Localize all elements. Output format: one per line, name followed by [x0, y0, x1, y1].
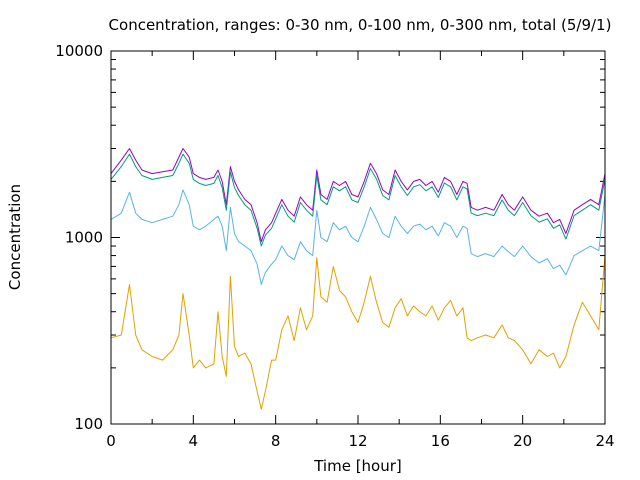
x-tick-label: 12: [348, 432, 367, 450]
x-axis-label: Time [hour]: [313, 457, 402, 475]
axis-ticks: 0 4 8 12 16 20 24 100 1000 10000: [55, 42, 614, 450]
x-tick-label: 20: [513, 432, 532, 450]
x-tick-label: 8: [271, 432, 281, 450]
y-axis-label: Concentration: [6, 184, 24, 290]
series-line-0-300-nm: [110, 153, 606, 247]
plot-frame: [110, 50, 606, 425]
series-line-0-100-nm: [110, 189, 606, 285]
x-tick-label: 4: [189, 432, 199, 450]
y-tick-label: 10000: [55, 42, 103, 60]
series-layer: [110, 148, 606, 410]
x-tick-label: 24: [595, 432, 614, 450]
series-line-0-30-nm: [110, 255, 606, 410]
series-line-total: [110, 148, 606, 243]
y-tick-label: 1000: [65, 229, 103, 247]
chart-title: Concentration, ranges: 0-30 nm, 0-100 nm…: [109, 16, 612, 34]
x-tick-label: 0: [106, 432, 116, 450]
x-tick-label: 16: [431, 432, 450, 450]
y-tick-label: 100: [74, 415, 103, 433]
